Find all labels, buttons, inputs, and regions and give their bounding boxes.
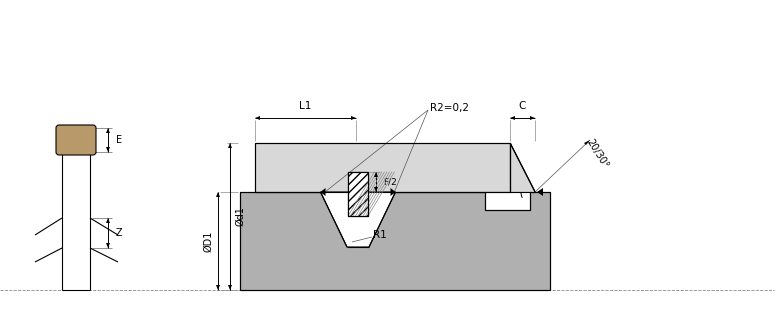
Polygon shape — [106, 243, 110, 248]
Polygon shape — [374, 172, 378, 177]
Text: C: C — [518, 101, 526, 111]
Polygon shape — [106, 128, 110, 133]
Text: R1: R1 — [373, 230, 387, 240]
Bar — [348, 172, 368, 216]
Text: L1: L1 — [299, 101, 312, 111]
FancyBboxPatch shape — [56, 125, 96, 155]
Bar — [348, 172, 368, 216]
Polygon shape — [374, 187, 378, 192]
Text: Ød1: Ød1 — [235, 207, 245, 226]
Text: R2=0,2: R2=0,2 — [430, 103, 469, 113]
Text: ØD1: ØD1 — [203, 230, 213, 252]
Bar — [240, 192, 550, 290]
Text: E: E — [116, 135, 122, 145]
Polygon shape — [255, 116, 260, 120]
Polygon shape — [510, 143, 535, 192]
Polygon shape — [391, 188, 395, 196]
Polygon shape — [228, 285, 232, 290]
Polygon shape — [106, 218, 110, 223]
Polygon shape — [351, 116, 356, 120]
Bar — [255, 143, 510, 192]
Text: F/2: F/2 — [383, 178, 397, 187]
Bar — [485, 192, 530, 210]
Text: Z: Z — [116, 228, 122, 238]
Polygon shape — [510, 116, 515, 120]
Polygon shape — [106, 147, 110, 152]
Polygon shape — [321, 188, 325, 196]
Polygon shape — [216, 192, 220, 197]
Polygon shape — [321, 192, 395, 247]
Polygon shape — [584, 140, 590, 145]
Polygon shape — [537, 188, 543, 196]
Polygon shape — [216, 285, 220, 290]
Bar — [348, 172, 368, 216]
Polygon shape — [530, 116, 535, 120]
Polygon shape — [228, 143, 232, 148]
Text: 20/30°: 20/30° — [584, 137, 610, 170]
